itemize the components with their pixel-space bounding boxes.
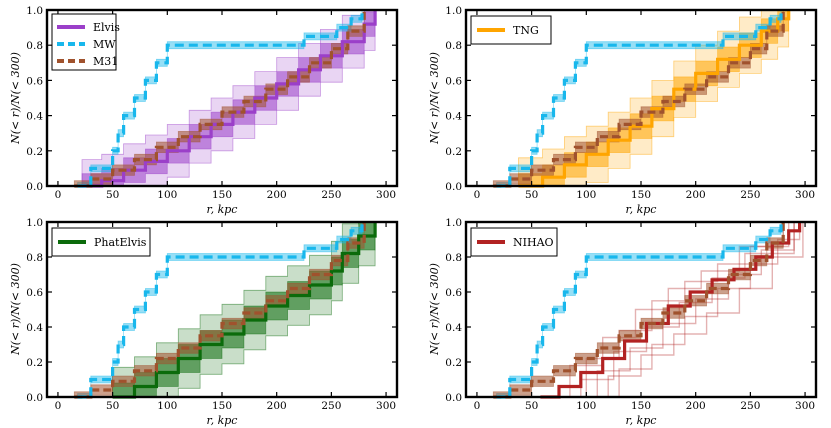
y-axis-label: N(< r)/N(< 300) (9, 263, 22, 356)
line-m31 (493, 10, 785, 188)
x-tick-label: 250 (321, 400, 341, 412)
y-tick-label: 0.0 (445, 392, 462, 404)
x-tick-label: 100 (576, 189, 596, 201)
line-mw (496, 222, 783, 399)
x-axis-label: r, kpc (207, 203, 238, 216)
legend: PhatElvis (51, 227, 151, 257)
x-tick-label: 250 (321, 189, 341, 201)
x-tick-label: 300 (795, 189, 815, 201)
y-tick-label: 0.2 (445, 146, 462, 158)
legend-label-elvis: Elvis (93, 21, 120, 34)
x-tick-label: 200 (267, 400, 287, 412)
legend-label-mw: MW (93, 38, 116, 51)
line-mw (496, 10, 783, 188)
x-tick-label: 50 (106, 189, 119, 201)
y-tick-label: 0.6 (445, 75, 462, 87)
y-axis-label: N(< r)/N(< 300) (428, 52, 441, 145)
panel-elvis: 0 50 100 150 200 250 300 0.0 0.2 0.4 0.6 0.8 1.0 r, … (9, 5, 399, 216)
y-tick-label: 1.0 (26, 217, 43, 229)
line-tng (518, 10, 791, 188)
y-tick-label: 0.2 (445, 357, 462, 369)
y-tick-label: 0.4 (445, 111, 462, 123)
legend-label-tng: TNG (513, 24, 539, 37)
x-tick-label: 200 (267, 189, 287, 201)
x-tick-label: 100 (157, 189, 177, 201)
y-tick-label: 0.6 (445, 287, 462, 299)
y-tick-label: 1.0 (26, 5, 43, 17)
y-tick-label: 0.0 (26, 181, 43, 193)
y-tick-label: 0.8 (26, 40, 43, 52)
y-tick-label: 1.0 (445, 217, 462, 229)
legend-label-nihao: NIHAO (513, 236, 554, 249)
legend: TNG (470, 15, 552, 45)
legend: Elvis MW M31 (51, 13, 120, 71)
line-nihao (540, 222, 802, 399)
y-tick-label: 0.8 (445, 40, 462, 52)
y-axis-label: N(< r)/N(< 300) (428, 263, 441, 356)
thin-line-5 (548, 222, 795, 398)
y-tick-label: 0.8 (445, 252, 462, 264)
x-tick-label: 150 (212, 400, 232, 412)
line-m31 (74, 222, 366, 399)
x-tick-label: 0 (55, 400, 62, 412)
x-tick-label: 0 (55, 189, 62, 201)
x-tick-label: 300 (376, 400, 396, 412)
x-tick-label: 250 (740, 400, 760, 412)
x-tick-label: 300 (795, 400, 815, 412)
line-m31 (74, 10, 366, 188)
x-tick-label: 200 (686, 189, 706, 201)
panel-phatelvis: 0 50 100 150 200 250 300 0.0 0.2 0.4 0.6 0.8 1.0 r, … (9, 217, 399, 427)
y-tick-label: 0.6 (26, 75, 43, 87)
x-tick-label: 150 (631, 189, 651, 201)
x-tick-label: 50 (525, 189, 538, 201)
y-tick-label: 0.2 (26, 146, 43, 158)
y-tick-label: 0.6 (26, 287, 43, 299)
line-m31 (493, 222, 785, 399)
y-tick-label: 0.2 (26, 357, 43, 369)
y-tick-label: 0.8 (26, 252, 43, 264)
x-tick-label: 250 (740, 189, 760, 201)
x-tick-label: 100 (157, 400, 177, 412)
panel-nihao: 0 50 100 150 200 250 300 0.0 0.2 0.4 0.6 0.8 1.0 r, … (428, 217, 818, 427)
y-tick-label: 0.0 (26, 392, 43, 404)
x-axis-label: r, kpc (207, 414, 238, 427)
line-mw (77, 222, 364, 399)
x-tick-label: 0 (474, 189, 481, 201)
legend-label-phatelvis: PhatElvis (94, 236, 147, 249)
panel-tng: 0 50 100 150 200 250 300 0.0 0.2 0.4 0.6 0.8 1.0 r, … (428, 5, 818, 216)
x-axis-label: r, kpc (626, 414, 657, 427)
y-tick-label: 0.4 (445, 322, 462, 334)
line-phatelvis (112, 222, 377, 399)
x-tick-label: 300 (376, 189, 396, 201)
legend: NIHAO (470, 227, 558, 257)
x-tick-label: 150 (631, 400, 651, 412)
x-axis-label: r, kpc (626, 203, 657, 216)
y-axis-label: N(< r)/N(< 300) (9, 52, 22, 145)
x-tick-label: 0 (474, 400, 481, 412)
x-tick-label: 150 (212, 189, 232, 201)
x-tick-label: 50 (525, 400, 538, 412)
line-mw (77, 10, 364, 188)
legend-label-m31: M31 (93, 55, 118, 68)
thin-line-2 (575, 222, 804, 398)
x-tick-label: 100 (576, 400, 596, 412)
y-tick-label: 0.4 (26, 111, 43, 123)
y-tick-label: 0.0 (445, 181, 462, 193)
y-tick-label: 1.0 (445, 5, 462, 17)
x-tick-label: 200 (686, 400, 706, 412)
x-tick-label: 50 (106, 400, 119, 412)
y-tick-label: 0.4 (26, 322, 43, 334)
